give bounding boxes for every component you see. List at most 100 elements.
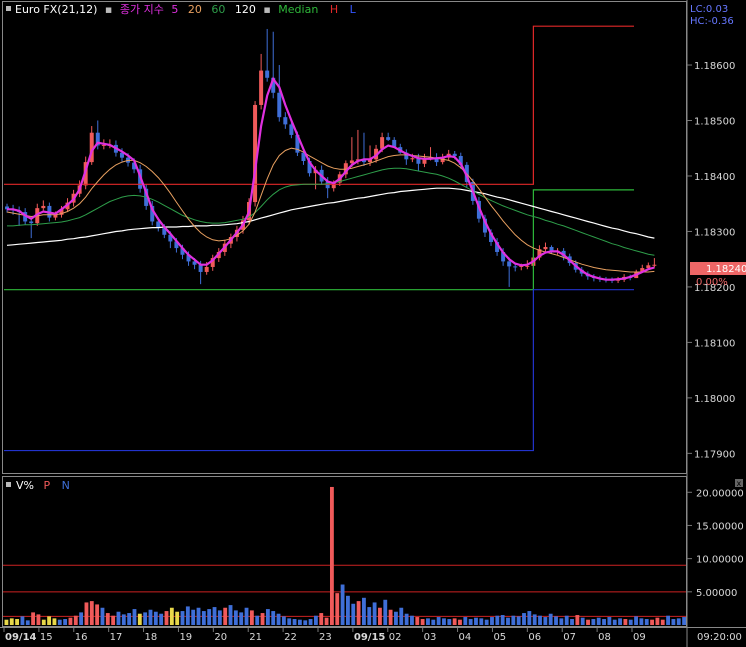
price-y-axis: 1.18600 1.18500 1.18400 1.18300 1.18200 1.181… xyxy=(687,61,735,460)
volume-bar xyxy=(532,614,537,625)
volume-legend-menu-icon[interactable] xyxy=(6,482,11,487)
candle-body xyxy=(458,156,463,165)
candle-body xyxy=(452,153,457,157)
volume-bar xyxy=(73,615,78,625)
volume-bar xyxy=(292,619,297,625)
volume-bar xyxy=(591,619,596,625)
volume-bar xyxy=(207,609,212,625)
price-axis-label: 1.18000 xyxy=(694,394,735,405)
volume-bar xyxy=(191,609,196,625)
price-axis-label: 1.18300 xyxy=(694,227,735,238)
volume-bar xyxy=(420,619,425,625)
volume-bar xyxy=(164,611,169,625)
volume-bar xyxy=(153,611,158,625)
volume-bar xyxy=(260,613,265,625)
volume-bar xyxy=(265,609,270,625)
time-axis-label: 20 xyxy=(214,632,227,643)
price-axis-label: 1.18400 xyxy=(694,172,735,183)
candle-body xyxy=(331,182,336,189)
volume-bar xyxy=(378,607,382,625)
candle-body xyxy=(646,265,651,269)
candle-body xyxy=(162,228,167,235)
candle-body xyxy=(489,232,494,242)
volume-bar xyxy=(281,616,286,625)
volume-bar xyxy=(20,616,25,625)
time-axis-label: 07 xyxy=(563,632,576,643)
candle-body xyxy=(416,158,421,164)
time-axis-label: 22 xyxy=(284,632,297,643)
candle-body xyxy=(156,221,161,229)
candle-body xyxy=(501,251,506,262)
candle-body xyxy=(204,266,209,272)
candle-body xyxy=(361,159,366,163)
legend-menu-icon[interactable] xyxy=(6,6,11,11)
candle-body xyxy=(5,206,10,210)
volume-bar xyxy=(415,617,420,625)
candle-body xyxy=(253,104,258,203)
volume-bar xyxy=(313,615,318,625)
volume-bar xyxy=(244,607,249,625)
volume-bar xyxy=(255,615,260,625)
candle-body xyxy=(652,264,657,266)
h-line xyxy=(4,25,634,185)
volume-bar xyxy=(127,613,132,625)
legend-l: L xyxy=(350,3,357,16)
volume-bar xyxy=(111,615,116,625)
time-axis-label: 09/14 xyxy=(5,632,37,643)
volume-plot xyxy=(3,486,686,625)
volume-bar xyxy=(388,609,393,625)
volume-bar xyxy=(95,604,100,625)
candle-body xyxy=(180,248,185,255)
candle-body xyxy=(101,144,106,146)
close-icon[interactable] xyxy=(735,479,743,487)
ma120-line xyxy=(6,187,655,246)
volume-bar xyxy=(84,602,89,625)
time-axis-label: 03 xyxy=(424,632,437,643)
candle-body xyxy=(95,132,100,146)
svg-text:V% P N: V% P N xyxy=(16,479,70,492)
candle-body xyxy=(174,241,179,249)
volume-bar xyxy=(564,615,569,625)
candle-body xyxy=(392,139,397,148)
volume-bar xyxy=(41,619,46,625)
candle-body xyxy=(434,157,439,163)
volume-bar xyxy=(404,613,409,625)
candle-body xyxy=(283,117,288,125)
candle-body xyxy=(132,162,137,170)
volume-bar xyxy=(676,618,681,625)
volume-axis-label: 20.00000 xyxy=(696,488,744,499)
volume-bar xyxy=(223,607,228,625)
volume-bar xyxy=(159,613,164,625)
last-price-value: 1.18240 xyxy=(706,264,746,275)
volume-bar xyxy=(655,617,660,625)
volume-bar xyxy=(31,612,36,625)
time-axis-label: 18 xyxy=(145,632,158,643)
volume-bar xyxy=(410,615,414,625)
time-axis-label: 15 xyxy=(40,632,53,643)
candle-body xyxy=(640,268,645,273)
svg-text:Euro FX(21,12) ▪ 종가 지수: Euro FX(21,12) ▪ 종가 지수 5 20 60 120 ▪ Med… xyxy=(15,3,357,16)
candle-body xyxy=(386,137,391,140)
volume-bar xyxy=(372,602,377,625)
candle-body xyxy=(349,160,354,164)
volume-bar xyxy=(233,610,238,625)
candle-body xyxy=(543,246,548,250)
candle-body xyxy=(380,137,385,149)
price-axis-label: 1.17900 xyxy=(694,449,735,460)
volume-legend-n: N xyxy=(62,479,70,492)
volume-bar xyxy=(660,619,665,625)
candle-body xyxy=(277,92,282,118)
volume-bar xyxy=(538,615,542,625)
legend-sep-square: ▪ xyxy=(105,3,112,16)
candle-body xyxy=(343,163,348,175)
volume-legend-p: P xyxy=(43,479,50,492)
volume-bar xyxy=(239,612,244,625)
volume-bar xyxy=(63,619,68,625)
volume-bar xyxy=(468,619,473,625)
main-panel-frame xyxy=(2,1,687,474)
volume-bar xyxy=(79,612,84,625)
candle-body xyxy=(295,134,300,153)
volume-bar xyxy=(4,619,9,625)
candle-body xyxy=(525,265,530,267)
volume-bar xyxy=(671,619,676,625)
